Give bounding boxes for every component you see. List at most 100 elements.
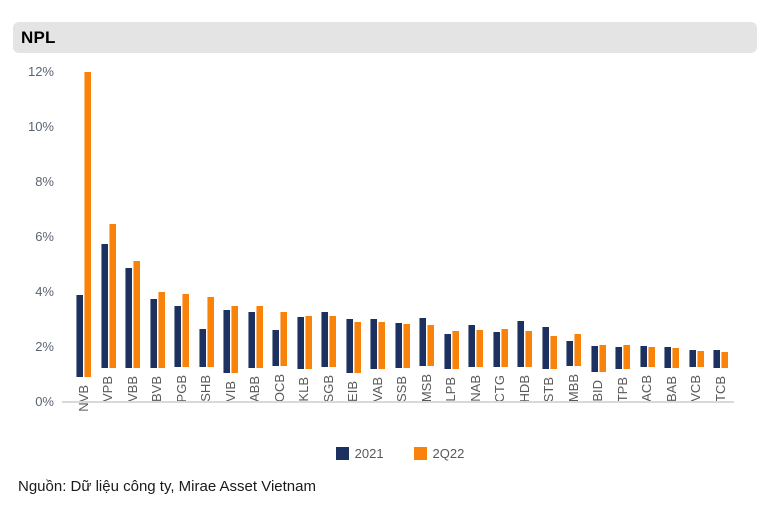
bar-group: BID [590,72,606,402]
x-tick-label: SGB [320,374,336,402]
source-note: Nguồn: Dữ liệu công ty, Mirae Asset Viet… [18,478,316,495]
plot-columns: NVB VPB VBB BVB PGB SHB VIB ABB OCB KLB SGB EIB VAB S… [64,72,736,412]
x-tick-label: HDB [516,374,532,402]
bar-pair [566,72,581,366]
bar-group: PGB [174,72,189,402]
x-tick-label: VAB [369,376,385,402]
bar-group: STB [541,72,557,402]
bar-2q22-ctg [500,329,508,367]
x-tick-label: VPB [100,375,115,402]
bar-pair [590,72,606,373]
bar-group: NAB [468,72,483,402]
bar-2021-shb [198,328,206,368]
legend-label-2q22: 2Q22 [432,446,465,461]
bar-pair [517,72,532,367]
y-tick-label: 8% [35,174,54,189]
legend-item-2q22: 2Q22 [413,446,465,461]
bar-pair [345,72,361,374]
bar-2021-bvb [149,299,157,368]
x-axis-line [62,401,734,403]
bar-2q22-hdb [525,330,532,367]
bar-group: HDB [517,72,532,402]
bar-group: LPB [443,72,459,402]
bar-2q22-bid [598,344,606,373]
bar-2q22-ocb [280,312,287,366]
bar-2021-bab [664,346,671,368]
bar-pair [125,72,140,368]
x-tick-label: ABB [247,375,262,402]
bar-2021-vcb [688,350,696,368]
bar-2021-eib [345,319,353,374]
chart-title: NPL [21,27,56,47]
bar-2q22-tpb [623,345,630,369]
bar-pair [639,72,655,368]
bar-pair [247,72,263,368]
bar-2021-tpb [615,346,622,369]
bar-group: CTG [492,72,508,402]
x-tick-label: BID [590,380,605,402]
bar-group: MSB [419,72,434,402]
bar-2021-mbb [566,341,573,366]
bar-pair [664,72,679,368]
bar-pair [713,72,728,368]
legend-label-2021: 2021 [354,446,384,461]
x-tick-label: EIB [345,381,360,402]
bar-2021-ssb [394,322,402,368]
bar-pair [468,72,483,368]
bar-2021-vab [370,319,377,369]
bar-pair [223,72,238,374]
bar-group: MBB [566,72,581,402]
bar-group: SSB [394,72,410,402]
legend: 2021 2Q22 [64,446,736,461]
bar-2q22-pgb [182,293,189,367]
bar-2q22-abb [255,306,263,368]
bar-pair [492,72,508,367]
y-tick-label: 2% [35,339,54,354]
bar-2q22-nvb [84,72,91,378]
x-tick-label: VCB [688,375,703,402]
bar-2021-ocb [272,330,279,366]
bar-2q22-shb [206,297,214,368]
bar-2021-stb [541,327,549,369]
bar-2021-nab [468,324,475,368]
x-tick-label: KLB [296,377,311,402]
x-tick-label: SHB [198,375,213,402]
bar-pair [615,72,630,369]
x-tick-label: NVB [75,385,91,413]
x-tick-label: BVB [149,375,164,402]
x-tick-label: STB [541,376,556,402]
bar-2q22-eib [353,322,361,374]
bar-2q22-vab [378,322,385,369]
bar-2q22-klb [304,315,312,370]
bar-2q22-msb [427,324,434,366]
bar-pair [174,72,189,367]
legend-swatch-2q22 [413,447,427,460]
x-tick-label: BAB [663,375,679,402]
bar-group: VIB [223,72,238,402]
x-tick-label: MSB [418,373,434,402]
chart-title-bar: NPL [13,22,757,53]
x-tick-label: TPB [614,376,630,402]
bar-pair [443,72,459,370]
bar-pair [370,72,385,369]
bar-2q22-vbb [133,260,140,368]
bar-2021-acb [639,346,647,368]
x-tick-label: CTG [492,374,507,402]
bar-group: ABB [247,72,263,402]
legend-item-2021: 2021 [335,446,384,461]
bar-group: TCB [713,72,728,402]
y-tick-label: 12% [27,64,54,79]
bar-pair [296,72,312,370]
bar-pair [149,72,165,368]
bar-2q22-tcb [721,352,728,368]
bar-2021-abb [247,311,255,368]
bar-group: VCB [688,72,704,402]
x-tick-label: SSB [394,375,409,402]
legend-swatch-2021 [335,447,349,460]
bar-2q22-bvb [157,292,165,368]
bar-group: SGB [321,72,336,402]
x-tick-label: VIB [222,381,238,402]
bar-2021-msb [419,317,426,366]
bar-group: SHB [198,72,214,402]
bar-pair [198,72,214,368]
